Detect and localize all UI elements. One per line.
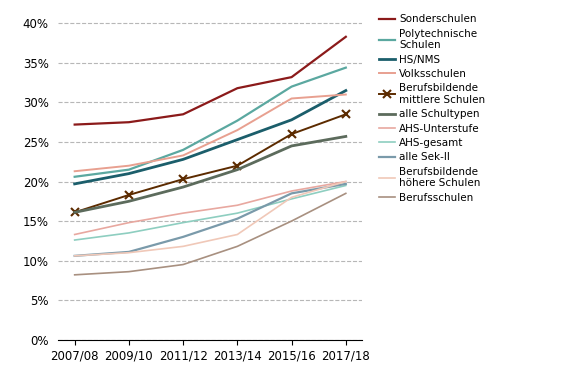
Line: alle Sek-II: alle Sek-II [75, 184, 346, 256]
Berufsbildende
mittlere Schulen [180, 177, 187, 181]
Polytechnische
Schulen [71, 174, 78, 179]
Berufsschulen [126, 269, 133, 274]
Polytechnische
Schulen [234, 118, 241, 123]
AHS-Unterstufe [234, 203, 241, 208]
Berufsbildende
höhere Schulen [342, 179, 349, 184]
Berufsschulen [234, 244, 241, 249]
Legend: Sonderschulen, Polytechnische
Schulen, HS/NMS, Volksschulen, Berufsbildende
mitt: Sonderschulen, Polytechnische Schulen, H… [380, 14, 485, 203]
Sonderschulen [126, 120, 133, 125]
Berufsbildende
mittlere Schulen [234, 163, 241, 168]
Sonderschulen [71, 122, 78, 127]
Line: Berufsschulen: Berufsschulen [75, 193, 346, 275]
AHS-gesamt [288, 196, 295, 201]
AHS-Unterstufe [126, 220, 133, 225]
alle Sek-II [288, 191, 295, 196]
Berufsschulen [342, 191, 349, 196]
Berufsbildende
mittlere Schulen [288, 132, 295, 136]
Berufsbildende
mittlere Schulen [126, 193, 133, 197]
AHS-Unterstufe [288, 189, 295, 193]
Berufsbildende
höhere Schulen [71, 254, 78, 258]
Berufsschulen [71, 273, 78, 277]
Polytechnische
Schulen [180, 147, 187, 152]
Volksschulen [288, 96, 295, 101]
Berufsbildende
mittlere Schulen [342, 112, 349, 117]
HS/NMS [180, 157, 187, 162]
HS/NMS [126, 171, 133, 176]
Line: Berufsbildende
mittlere Schulen: Berufsbildende mittlere Schulen [71, 110, 350, 217]
HS/NMS [288, 117, 295, 122]
Line: alle Schultypen: alle Schultypen [75, 136, 346, 212]
Line: Sonderschulen: Sonderschulen [75, 37, 346, 125]
Berufsbildende
mittlere Schulen [71, 210, 78, 215]
Volksschulen [126, 163, 133, 168]
HS/NMS [342, 88, 349, 93]
Berufsbildende
höhere Schulen [288, 195, 295, 200]
AHS-gesamt [234, 211, 241, 215]
Line: AHS-gesamt: AHS-gesamt [75, 185, 346, 240]
Volksschulen [71, 169, 78, 174]
alle Schultypen [71, 210, 78, 215]
AHS-Unterstufe [71, 232, 78, 237]
Line: Berufsbildende
höhere Schulen: Berufsbildende höhere Schulen [75, 181, 346, 256]
Berufsbildende
höhere Schulen [180, 244, 187, 249]
alle Schultypen [342, 134, 349, 139]
alle Sek-II [180, 235, 187, 239]
Polytechnische
Schulen [126, 168, 133, 172]
AHS-Unterstufe [180, 211, 187, 215]
Polytechnische
Schulen [288, 84, 295, 89]
Sonderschulen [342, 34, 349, 39]
AHS-gesamt [126, 230, 133, 235]
Berufsbildende
höhere Schulen [126, 251, 133, 255]
HS/NMS [234, 137, 241, 142]
Volksschulen [180, 153, 187, 158]
Sonderschulen [180, 112, 187, 117]
alle Sek-II [234, 217, 241, 221]
Volksschulen [342, 92, 349, 97]
Sonderschulen [234, 86, 241, 90]
Line: AHS-Unterstufe: AHS-Unterstufe [75, 181, 346, 235]
alle Sek-II [342, 181, 349, 186]
AHS-gesamt [342, 183, 349, 188]
AHS-Unterstufe [342, 179, 349, 184]
alle Schultypen [126, 199, 133, 203]
alle Schultypen [234, 168, 241, 172]
Line: Polytechnische
Schulen: Polytechnische Schulen [75, 68, 346, 177]
Volksschulen [234, 128, 241, 132]
Line: HS/NMS: HS/NMS [75, 91, 346, 184]
HS/NMS [71, 181, 78, 186]
Berufsschulen [288, 219, 295, 223]
Berufsbildende
höhere Schulen [234, 232, 241, 237]
AHS-gesamt [71, 238, 78, 242]
alle Sek-II [71, 254, 78, 258]
alle Schultypen [288, 144, 295, 148]
AHS-gesamt [180, 220, 187, 225]
Line: Volksschulen: Volksschulen [75, 95, 346, 171]
alle Sek-II [126, 250, 133, 254]
Sonderschulen [288, 75, 295, 80]
alle Schultypen [180, 185, 187, 190]
Polytechnische
Schulen [342, 65, 349, 70]
Berufsschulen [180, 262, 187, 267]
